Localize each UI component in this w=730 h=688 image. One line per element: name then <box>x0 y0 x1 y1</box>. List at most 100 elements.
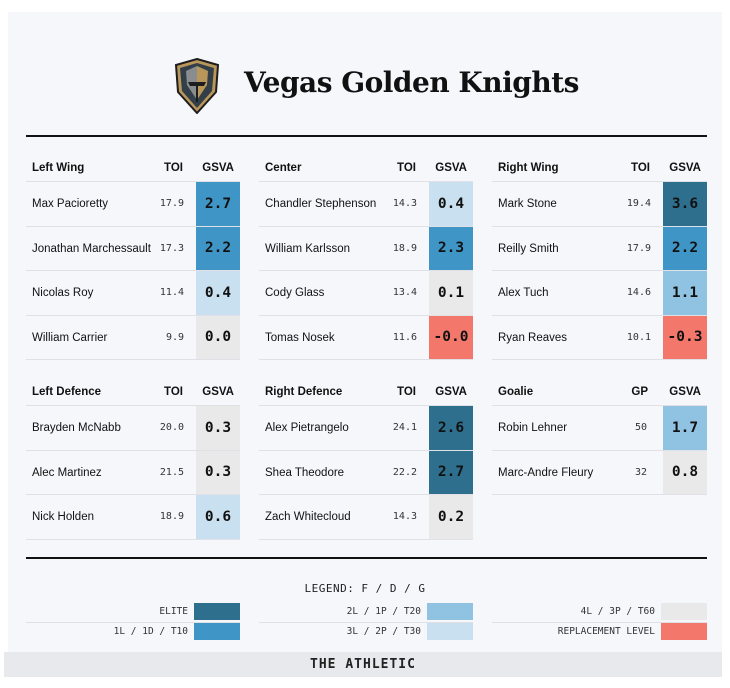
player-row: Robin Lehner 50 1.7 <box>492 405 707 450</box>
player-name: Alex Pietrangelo <box>265 422 349 434</box>
gsva-cell: 0.3 <box>196 450 240 494</box>
legend-label: 2L / 1P / T20 <box>346 606 421 617</box>
legend-label: ELITE <box>159 606 188 617</box>
gsva-cell: -0.0 <box>429 315 473 359</box>
gsva-cell: 2.2 <box>663 226 707 270</box>
player-toi: 14.6 <box>626 287 651 298</box>
legend-label: 4L / 3P / T60 <box>580 606 655 617</box>
group-header: Left Wing TOI GSVA <box>26 155 240 181</box>
player-name: Robin Lehner <box>498 422 568 434</box>
player-row: Nick Holden 18.9 0.6 <box>26 494 240 540</box>
gsva-cell: 2.7 <box>196 182 240 226</box>
player-toi: 17.9 <box>626 242 651 254</box>
player-toi: 24.1 <box>392 422 417 433</box>
gsva-cell: 1.1 <box>663 271 707 315</box>
group-header: Goalie GP GSVA <box>492 379 707 405</box>
player-name: Tomas Nosek <box>265 331 335 344</box>
legend-item-elite: ELITE <box>26 603 240 620</box>
player-row: Jonathan Marchessault 17.3 2.2 <box>26 225 240 270</box>
player-toi: 19.4 <box>626 198 651 209</box>
player-toi: 22.2 <box>392 466 417 478</box>
gsva-header: GSVA <box>669 386 701 398</box>
toi-header: TOI <box>397 162 416 174</box>
legend-item-tier4: 4L / 3P / T60 <box>492 603 707 620</box>
group-header: Right Defence TOI GSVA <box>259 379 473 405</box>
player-row: Marc-Andre Fleury 32 0.8 <box>492 449 707 495</box>
player-row: Reilly Smith 17.9 2.2 <box>492 225 707 270</box>
gsva-cell: 0.4 <box>196 271 240 315</box>
player-row: Brayden McNabb 20.0 0.3 <box>26 405 240 450</box>
group-header: Center TOI GSVA <box>259 155 473 181</box>
player-gp: 32 <box>634 466 647 478</box>
player-toi: 17.9 <box>159 198 184 209</box>
toi-header: TOI <box>164 162 183 174</box>
player-row: Chandler Stephenson 14.3 0.4 <box>259 181 473 226</box>
group-position-label: Left Wing <box>32 162 85 174</box>
player-row: Nicolas Roy 11.4 0.4 <box>26 270 240 315</box>
player-row: Mark Stone 19.4 3.6 <box>492 181 707 226</box>
toi-header: TOI <box>164 386 183 398</box>
gsva-cell: 0.2 <box>429 495 473 539</box>
player-toi: 10.1 <box>626 331 651 343</box>
gsva-cell: -0.3 <box>663 315 707 359</box>
player-row: Tomas Nosek 11.6 -0.0 <box>259 314 473 360</box>
brand-wordmark: THE ATHLETIC <box>310 657 416 672</box>
player-name: Alec Martinez <box>32 466 102 479</box>
toi-header: TOI <box>631 162 650 174</box>
player-name: Zach Whitecloud <box>265 511 351 523</box>
group-right-defence: Right Defence TOI GSVA Alex Pietrangelo … <box>259 379 473 540</box>
legend-item-tier2: 2L / 1P / T20 <box>259 603 473 620</box>
legend-title: LEGEND: F / D / G <box>304 582 426 595</box>
group-position-label: Right Wing <box>498 162 559 174</box>
player-row: Alec Martinez 21.5 0.3 <box>26 449 240 494</box>
gsva-cell: 0.8 <box>663 450 707 494</box>
player-name: Chandler Stephenson <box>265 198 377 210</box>
group-header: Right Wing TOI GSVA <box>492 155 707 181</box>
player-name: Max Pacioretty <box>32 198 109 210</box>
player-toi: 11.4 <box>159 287 184 298</box>
player-toi: 14.3 <box>392 198 417 209</box>
header: Vegas Golden Knights <box>0 50 730 126</box>
player-row: William Carrier 9.9 0.0 <box>26 314 240 360</box>
gsva-cell: 2.3 <box>429 226 473 270</box>
player-name: William Carrier <box>32 331 108 344</box>
player-row: William Karlsson 18.9 2.3 <box>259 225 473 270</box>
player-name: William Karlsson <box>265 242 350 255</box>
gsva-cell: 2.7 <box>429 450 473 494</box>
player-row: Alex Tuch 14.6 1.1 <box>492 270 707 315</box>
player-toi: 18.9 <box>159 511 184 522</box>
gsva-cell: 0.4 <box>429 182 473 226</box>
gsva-header: GSVA <box>435 162 467 174</box>
legend-item-replacement: REPLACEMENT LEVEL <box>492 622 707 640</box>
legend-label: REPLACEMENT LEVEL <box>557 626 655 637</box>
player-name: Alex Tuch <box>498 287 549 299</box>
legend-label: 3L / 2P / T30 <box>346 626 421 637</box>
player-name: Cody Glass <box>265 287 325 299</box>
footer: THE ATHLETIC <box>4 652 722 677</box>
group-left-defence: Left Defence TOI GSVA Brayden McNabb 20.… <box>26 379 240 540</box>
legend-swatch <box>194 623 240 640</box>
player-toi: 21.5 <box>159 466 184 478</box>
legend-label: 1L / 1D / T10 <box>113 626 188 637</box>
content-card <box>8 12 722 652</box>
legend-swatch <box>661 603 707 620</box>
group-header: Left Defence TOI GSVA <box>26 379 240 405</box>
player-row: Zach Whitecloud 14.3 0.2 <box>259 494 473 540</box>
gsva-cell: 2.6 <box>429 406 473 450</box>
group-position-label: Goalie <box>498 386 534 398</box>
legend-swatch <box>427 623 473 640</box>
gsva-cell: 2.2 <box>196 226 240 270</box>
player-toi: 9.9 <box>165 331 184 343</box>
player-name: Nicolas Roy <box>32 287 94 299</box>
player-toi: 18.9 <box>392 242 417 254</box>
group-right-wing: Right Wing TOI GSVA Mark Stone 19.4 3.6 … <box>492 155 707 360</box>
top-divider <box>26 135 707 137</box>
player-name: Reilly Smith <box>498 242 559 255</box>
legend-swatch <box>194 603 240 620</box>
player-toi: 17.3 <box>159 242 184 254</box>
legend-item-tier3: 3L / 2P / T30 <box>259 622 473 640</box>
player-gp: 50 <box>634 422 647 433</box>
group-center: Center TOI GSVA Chandler Stephenson 14.3… <box>259 155 473 360</box>
player-name: Ryan Reaves <box>498 331 568 344</box>
player-row: Cody Glass 13.4 0.1 <box>259 270 473 315</box>
